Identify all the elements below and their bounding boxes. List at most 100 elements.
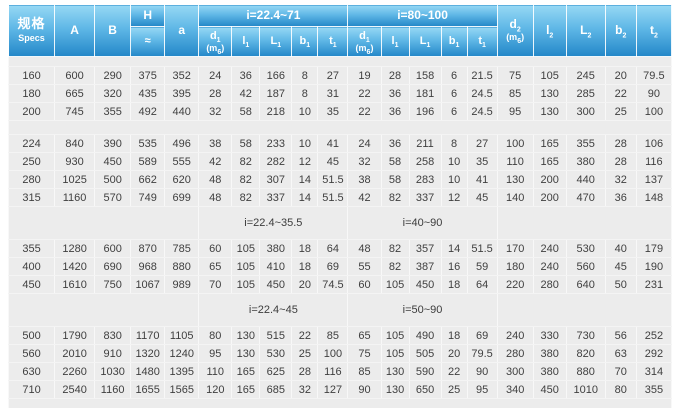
value-cell: 79.5 xyxy=(635,66,673,85)
value-cell: 51.5 xyxy=(466,239,498,258)
value-cell: 36 xyxy=(380,84,410,103)
value-cell: 240 xyxy=(496,326,534,345)
value-cell: 79.5 xyxy=(466,344,498,363)
value-cell: 75 xyxy=(496,66,534,85)
value-cell: 22 xyxy=(347,102,382,121)
value-cell: 450 xyxy=(532,380,567,399)
value-cell: 749 xyxy=(130,188,166,207)
value-cell: 19 xyxy=(347,66,382,85)
value-cell: 25 xyxy=(440,380,468,399)
value-cell: 496 xyxy=(164,134,200,153)
value-cell: 500 xyxy=(94,170,132,189)
subheader-cell: L1 xyxy=(259,26,293,57)
value-cell: 530 xyxy=(565,239,606,258)
value-cell: 64 xyxy=(466,275,498,294)
value-cell: 699 xyxy=(164,188,200,207)
table-row: 160 600 290 375 352 24 36 166 8 27 19 28 158 6 21.5 75 1… xyxy=(7,66,673,85)
value-cell: 515 xyxy=(259,326,293,345)
value-cell: 85 xyxy=(317,326,349,345)
value-cell: 930 xyxy=(54,152,96,171)
value-cell: 14 xyxy=(291,188,319,207)
value-cell: 6 xyxy=(440,66,468,85)
value-cell: 314 xyxy=(635,362,673,381)
value-cell: 14 xyxy=(440,239,468,258)
value-cell: 1105 xyxy=(164,326,200,345)
value-cell: 340 xyxy=(496,380,534,399)
value-cell: 41 xyxy=(317,134,349,153)
value-cell: 535 xyxy=(130,134,166,153)
value-cell: 380 xyxy=(532,344,567,363)
value-cell: 36 xyxy=(380,102,410,121)
value-cell: 166 xyxy=(259,66,293,85)
value-cell: 130 xyxy=(380,362,410,381)
value-cell: 42 xyxy=(347,188,382,207)
value-cell: 28 xyxy=(604,152,637,171)
value-cell: 116 xyxy=(317,362,349,381)
value-cell: 330 xyxy=(532,326,567,345)
value-cell: 105 xyxy=(231,257,261,276)
value-cell: 165 xyxy=(532,134,567,153)
column-header-A: A xyxy=(54,4,96,57)
column-header-specs: 规格 Specs xyxy=(7,4,56,57)
value-cell: 165 xyxy=(231,380,261,399)
value-cell: 45 xyxy=(604,257,637,276)
value-cell: 21.5 xyxy=(466,66,498,85)
table-row: 400 1420 690 968 880 65 105 410 18 69 55 82 387 16 59 1… xyxy=(7,257,673,276)
value-cell: 560 xyxy=(565,257,606,276)
value-cell: 240 xyxy=(532,257,567,276)
value-cell: 6 xyxy=(440,84,468,103)
value-cell: 292 xyxy=(635,344,673,363)
value-cell: 1170 xyxy=(130,326,166,345)
value-cell: 100 xyxy=(496,134,534,153)
value-cell: 31 xyxy=(317,84,349,103)
value-cell: 283 xyxy=(408,170,442,189)
value-cell: 18 xyxy=(440,275,468,294)
value-cell: 60 xyxy=(347,275,382,294)
value-cell: 387 xyxy=(408,257,442,276)
value-cell: 38 xyxy=(198,134,233,153)
table-row: 355 1280 600 870 785 60 105 380 18 64 48 82 357 14 51.… xyxy=(7,239,673,258)
value-cell: 233 xyxy=(259,134,293,153)
value-cell: 600 xyxy=(54,66,96,85)
value-cell: 355 xyxy=(94,102,132,121)
value-cell: 1480 xyxy=(130,362,166,381)
value-cell: 58 xyxy=(231,134,261,153)
table-row: 200 745 355 492 440 32 58 218 10 35 22 36 196 6 24.5 95… xyxy=(7,102,673,121)
value-cell: 1025 xyxy=(54,170,96,189)
value-cell: 1320 xyxy=(130,344,166,363)
value-cell: 12 xyxy=(440,188,468,207)
value-cell: 357 xyxy=(408,239,442,258)
value-cell: 20 xyxy=(291,275,319,294)
value-cell: 130 xyxy=(532,84,567,103)
value-cell: 22 xyxy=(604,84,637,103)
value-cell: 8 xyxy=(291,84,319,103)
value-cell: 48 xyxy=(198,188,233,207)
value-cell: 187 xyxy=(259,84,293,103)
value-cell: 82 xyxy=(380,239,410,258)
subheader-cell: t1 xyxy=(466,26,498,57)
value-cell: 662 xyxy=(130,170,166,189)
value-cell: 355 xyxy=(565,134,606,153)
value-cell: 58 xyxy=(380,170,410,189)
group-gap-row xyxy=(8,120,672,135)
value-cell: 245 xyxy=(565,66,606,85)
spec-cell: 180 xyxy=(7,84,56,103)
spec-cell: 630 xyxy=(7,362,56,381)
value-cell: 90 xyxy=(635,84,673,103)
value-cell: 100 xyxy=(317,344,349,363)
table-row: 315 1160 570 749 699 48 82 337 14 51.5 42 82 337 12 45… xyxy=(7,188,673,207)
value-cell: 105 xyxy=(380,326,410,345)
value-cell: 32 xyxy=(604,170,637,189)
value-cell: 116 xyxy=(635,152,673,171)
value-cell: 352 xyxy=(164,66,200,85)
table-header: 规格 Specs A B H a i=22.4~71 i=80~100 d2 (m… xyxy=(7,4,673,57)
column-header-B: B xyxy=(94,4,132,57)
value-cell: 18 xyxy=(440,326,468,345)
column-header-b2: b2 xyxy=(604,4,637,57)
value-cell: 65 xyxy=(347,326,382,345)
spec-cell: 400 xyxy=(7,257,56,276)
value-cell: 180 xyxy=(496,257,534,276)
value-cell: 380 xyxy=(532,362,567,381)
value-cell: 220 xyxy=(496,275,534,294)
specs-label-en: Specs xyxy=(18,33,45,44)
